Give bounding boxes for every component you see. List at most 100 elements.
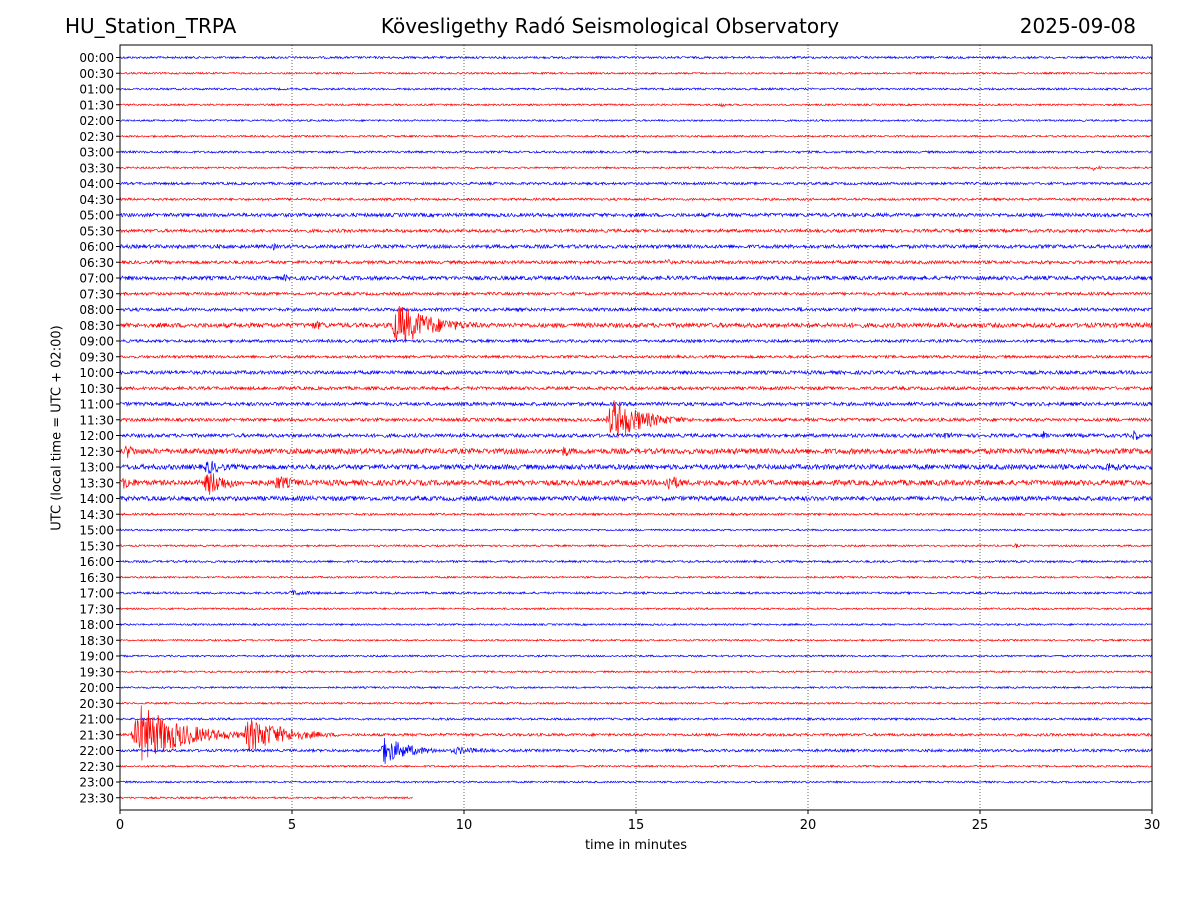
x-tick-label-5: 5 <box>288 818 296 833</box>
chart-title: Kövesligethy Radó Seismological Observat… <box>380 14 840 38</box>
y-tick-label-22:00: 22:00 <box>79 744 114 758</box>
trace-12:00 <box>119 430 1153 441</box>
plot-frame <box>119 44 1153 811</box>
y-axis-label: UTC (local time = UTC + 02:00) <box>49 325 65 531</box>
trace-16:00 <box>119 559 1153 564</box>
trace-23:00 <box>119 780 1153 784</box>
chart-date: 2025-09-08 <box>1019 14 1136 38</box>
y-tick-label-08:00: 08:00 <box>79 303 114 317</box>
y-tick-label-14:00: 14:00 <box>79 492 114 506</box>
trace-20:30 <box>119 701 1153 706</box>
y-tick-label-06:00: 06:00 <box>79 240 114 254</box>
trace-04:00 <box>119 180 1153 187</box>
y-tick-label-02:00: 02:00 <box>79 114 114 128</box>
x-tick-label-0: 0 <box>116 818 124 833</box>
trace-17:00 <box>119 589 1153 596</box>
y-tick-label-20:30: 20:30 <box>79 697 114 711</box>
y-tick-label-11:30: 11:30 <box>79 413 114 427</box>
y-tick-label-07:00: 07:00 <box>79 272 114 286</box>
trace-03:00 <box>119 149 1153 155</box>
y-tick-label-15:30: 15:30 <box>79 539 114 553</box>
x-tick-label-15: 15 <box>628 818 645 833</box>
y-tick-label-03:30: 03:30 <box>79 161 114 175</box>
y-tick-label-20:00: 20:00 <box>79 681 114 695</box>
y-tick-label-05:00: 05:00 <box>79 209 114 223</box>
y-tick-label-09:00: 09:00 <box>79 335 114 349</box>
y-tick-label-16:30: 16:30 <box>79 571 114 585</box>
y-tick-label-18:00: 18:00 <box>79 618 114 632</box>
trace-12:30 <box>119 445 1153 459</box>
y-tick-label-12:00: 12:00 <box>79 429 114 443</box>
y-tick-label-19:00: 19:00 <box>79 650 114 664</box>
x-axis: 0 5 10 15 20 25 30 <box>116 810 1160 833</box>
y-tick-label-01:30: 01:30 <box>79 98 114 112</box>
y-tick-label-16:00: 16:00 <box>79 555 114 569</box>
x-tick-label-30: 30 <box>1144 818 1161 833</box>
y-tick-label-13:00: 13:00 <box>79 461 114 475</box>
trace-01:30 <box>119 102 1153 108</box>
y-tick-label-04:30: 04:30 <box>79 193 114 207</box>
y-tick-label-00:30: 00:30 <box>79 67 114 81</box>
trace-02:00 <box>119 118 1153 123</box>
trace-06:00 <box>119 242 1153 251</box>
trace-11:30 <box>119 400 1153 439</box>
station-name: HU_Station_TRPA <box>65 14 237 38</box>
trace-09:30 <box>119 354 1153 360</box>
y-tick-label-11:00: 11:00 <box>79 398 114 412</box>
y-tick-label-15:00: 15:00 <box>79 524 114 538</box>
trace-22:30 <box>119 764 1153 769</box>
y-tick-label-23:00: 23:00 <box>79 776 114 790</box>
y-tick-label-13:30: 13:30 <box>79 476 114 490</box>
trace-10:00 <box>119 369 1153 376</box>
trace-15:00 <box>119 528 1153 532</box>
trace-21:30 <box>119 705 1153 761</box>
seismic-traces <box>119 55 1153 800</box>
trace-08:00 <box>119 306 1153 313</box>
x-axis-label: time in minutes <box>584 838 688 853</box>
trace-00:00 <box>119 55 1153 60</box>
trace-18:30 <box>119 638 1153 643</box>
trace-19:30 <box>119 669 1153 674</box>
y-tick-label-04:00: 04:00 <box>79 177 114 191</box>
y-tick-label-07:30: 07:30 <box>79 287 114 301</box>
y-tick-label-03:00: 03:00 <box>79 146 114 160</box>
trace-07:30 <box>119 291 1153 297</box>
y-tick-label-02:30: 02:30 <box>79 130 114 144</box>
y-tick-label-17:00: 17:00 <box>79 587 114 601</box>
y-tick-label-10:00: 10:00 <box>79 366 114 380</box>
x-tick-label-20: 20 <box>800 818 817 833</box>
trace-14:00 <box>119 494 1153 503</box>
trace-17:30 <box>119 606 1153 611</box>
x-tick-label-10: 10 <box>456 818 473 833</box>
trace-20:00 <box>119 685 1153 690</box>
y-tick-label-22:30: 22:30 <box>79 760 114 774</box>
trace-16:30 <box>119 575 1153 580</box>
trace-09:00 <box>119 338 1153 344</box>
trace-18:00 <box>119 622 1153 627</box>
trace-05:30 <box>119 227 1153 234</box>
trace-11:00 <box>119 400 1153 408</box>
grid-lines <box>291 45 981 810</box>
y-tick-label-18:30: 18:30 <box>79 634 114 648</box>
trace-05:00 <box>119 211 1153 219</box>
trace-00:30 <box>119 71 1153 76</box>
y-tick-label-10:30: 10:30 <box>79 382 114 396</box>
y-tick-label-08:30: 08:30 <box>79 319 114 333</box>
trace-14:30 <box>119 512 1153 517</box>
trace-07:00 <box>119 274 1153 282</box>
y-tick-label-17:30: 17:30 <box>79 602 114 616</box>
trace-15:30 <box>119 543 1153 548</box>
trace-13:00 <box>119 460 1153 474</box>
y-tick-label-23:30: 23:30 <box>79 791 114 805</box>
trace-10:30 <box>119 385 1153 392</box>
trace-21:00 <box>119 716 1153 722</box>
y-tick-label-14:30: 14:30 <box>79 508 114 522</box>
trace-02:30 <box>119 134 1153 139</box>
trace-08:30 <box>119 306 1153 342</box>
y-tick-label-09:30: 09:30 <box>79 350 114 364</box>
trace-01:00 <box>119 87 1153 92</box>
y-tick-label-06:30: 06:30 <box>79 256 114 270</box>
y-tick-label-21:00: 21:00 <box>79 713 114 727</box>
x-tick-label-25: 25 <box>972 818 989 833</box>
